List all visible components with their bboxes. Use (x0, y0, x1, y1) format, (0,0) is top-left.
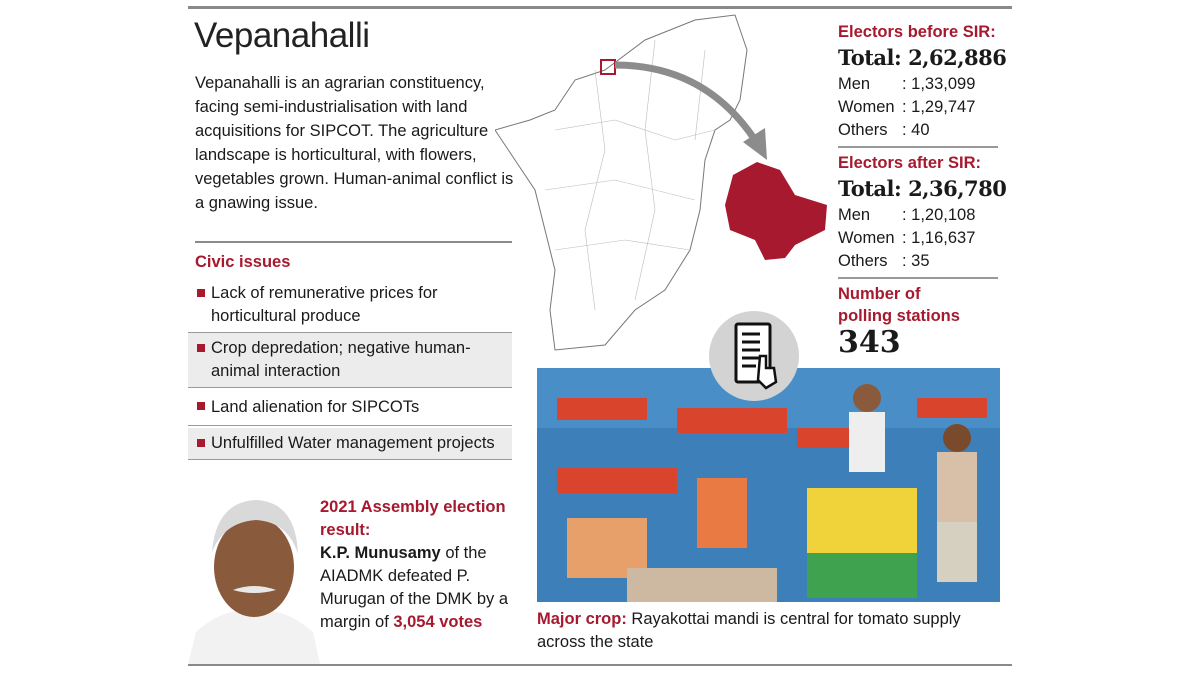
civic-issue: Unfulfilled Water management projects (188, 428, 512, 460)
divider (838, 146, 998, 148)
stat-row: Women : 1,29,747 (838, 96, 1013, 119)
result-heading: 2021 Assembly election result: (320, 498, 506, 539)
issue-text: Unfulfilled Water management projects (211, 434, 495, 452)
photo-caption: Major crop: Rayakottai mandi is central … (537, 608, 1007, 654)
stat-value: : 40 (902, 121, 930, 139)
page-title: Vepanahalli (194, 16, 370, 55)
civic-issue: Crop depredation; negative human-animal … (188, 333, 512, 388)
stat-row: Men : 1,20,108 (838, 204, 1013, 227)
after-heading: Electors after SIR: (838, 154, 982, 172)
stat-label: Others (838, 121, 888, 139)
stat-label: Others (838, 252, 888, 270)
civic-issue: Lack of remunerative prices for horticul… (188, 278, 512, 333)
evm-voting-machine-icon (709, 311, 799, 401)
stat-row: Others : 40 (838, 119, 1013, 142)
intro-text: Vepanahalli is an agrarian constituency,… (195, 74, 514, 212)
electors-panel: Electors before SIR: Total: 2,62,886 Men… (838, 21, 1013, 359)
stat-label: Men (838, 75, 871, 93)
issue-text: Land alienation for SIPCOTs (211, 398, 420, 416)
candidate-photo (188, 500, 320, 664)
before-total: Total: 2,62,886 (838, 45, 1007, 70)
issue-text: Lack of remunerative prices for horticul… (211, 284, 438, 325)
stat-label: Men (838, 206, 871, 224)
polling-heading: Number of polling stations (838, 285, 960, 325)
bullet-icon (197, 439, 205, 447)
after-total: Total: 2,36,780 (838, 176, 1007, 201)
stat-row: Women : 1,16,637 (838, 227, 1013, 250)
stat-row: Men : 1,33,099 (838, 73, 1013, 96)
margin: 3,054 votes (393, 613, 483, 631)
tamil-nadu-map (495, 14, 827, 351)
stat-value: : 35 (902, 252, 930, 270)
issue-text: Crop depredation; negative human-animal … (211, 339, 471, 380)
stat-value: : 1,33,099 (902, 75, 976, 93)
bullet-icon (197, 289, 205, 297)
election-result: 2021 Assembly election result: K.P. Munu… (320, 496, 515, 634)
bottom-rule (188, 664, 1012, 666)
stat-label: Women (838, 229, 895, 247)
top-rule (188, 6, 1012, 9)
arrow-icon (614, 61, 758, 142)
divider (195, 241, 512, 243)
stat-label: Women (838, 98, 895, 116)
polling-count: 343 (838, 325, 901, 360)
winner-name: K.P. Munusamy (320, 544, 441, 562)
tomato-market-photo (537, 368, 1000, 602)
caption-label: Major crop: (537, 610, 627, 628)
bullet-icon (197, 344, 205, 352)
civic-issues-heading: Civic issues (195, 253, 291, 271)
divider (838, 277, 998, 279)
constituency-shape (725, 162, 827, 260)
bullet-icon (197, 402, 205, 410)
caption-text: Rayakottai mandi is central for tomato s… (537, 610, 961, 651)
result-text: of the AIADMK defeated P. Murugan of the… (320, 544, 509, 631)
stat-value: : 1,29,747 (902, 98, 976, 116)
stat-row: Others : 35 (838, 250, 1013, 273)
stat-value: : 1,20,108 (902, 206, 976, 224)
stat-value: : 1,16,637 (902, 229, 976, 247)
before-heading: Electors before SIR: (838, 23, 996, 41)
civic-issue: Land alienation for SIPCOTs (188, 391, 512, 426)
